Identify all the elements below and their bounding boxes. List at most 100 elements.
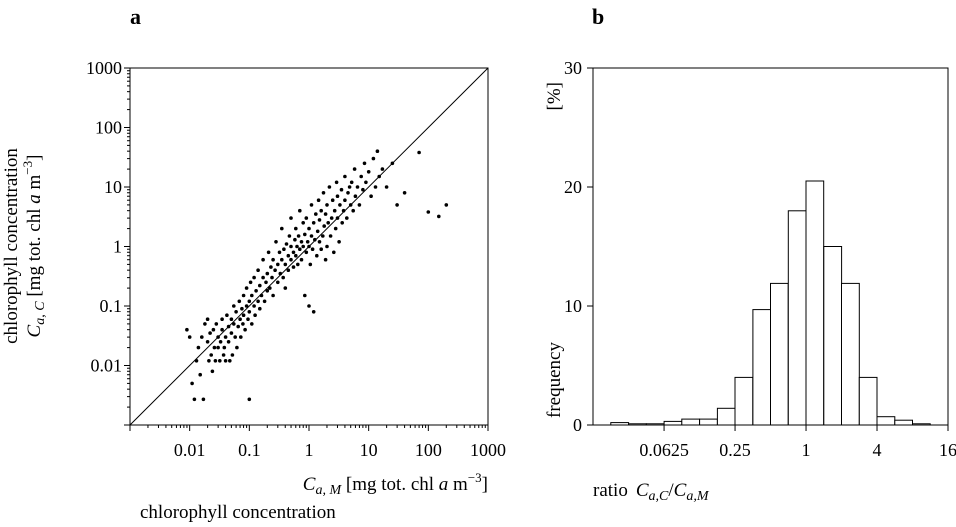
scatter-point (212, 345, 217, 350)
scatter-point (233, 335, 237, 339)
histogram-x-label-slash: / (668, 480, 674, 501)
scatter-point (205, 317, 210, 322)
scatter-point (359, 174, 364, 179)
scatter-point (280, 257, 284, 262)
scatter-point (230, 353, 235, 357)
scatter-point (307, 304, 311, 308)
scatter-point (296, 234, 301, 238)
scatter-point (239, 335, 243, 339)
scatter-point (348, 203, 353, 207)
scatter-y-tick-label: 10 (104, 177, 122, 197)
scatter-point (211, 327, 216, 332)
histogram-bar (663, 420, 683, 426)
scatter-y-label: chlorophyll concentration (1, 148, 22, 344)
scatter-point (298, 208, 302, 213)
scatter-point (256, 268, 260, 273)
scatter-point (319, 247, 324, 251)
scatter-point (280, 226, 284, 231)
scatter-point (228, 359, 232, 363)
scatter-point (240, 306, 244, 311)
scatter-point (289, 216, 293, 220)
scatter-x-tick-label: 1 (305, 440, 314, 460)
scatter-point (223, 335, 228, 339)
scatter-point (395, 203, 399, 207)
scatter-point (371, 156, 376, 161)
scatter-point (325, 203, 329, 207)
scatter-point (250, 322, 254, 326)
scatter-y-label-line2: Ca, C [mg tot. chl a m−3] (20, 155, 48, 338)
scatter-x-tick-label: 1000 (470, 440, 506, 460)
histogram-bar (912, 423, 931, 426)
scatter-point (282, 247, 286, 251)
scatter-point (329, 216, 334, 220)
scatter-point (330, 198, 335, 202)
histogram-y-tick-label: 30 (564, 58, 582, 78)
histogram-x-tick-label: 1 (802, 440, 811, 460)
scatter-point (353, 194, 358, 198)
scatter-point (346, 191, 350, 195)
scatter-y-label-a: a (24, 194, 45, 204)
scatter-point (216, 335, 220, 339)
scatter-point (283, 286, 288, 290)
scatter-point (402, 191, 407, 195)
histogram-x-label: ratio Ca,C/Ca,M (593, 480, 710, 504)
histogram-x-label-den-sub: a,M (686, 489, 710, 504)
scatter-point (307, 244, 311, 249)
scatter-point (341, 208, 346, 213)
histogram-bar (752, 309, 772, 426)
scatter-point (362, 161, 367, 166)
scatter-point (287, 234, 292, 238)
scatter-x-tick-label: 100 (415, 440, 442, 460)
scatter-point (265, 271, 270, 276)
histogram-bar (716, 407, 736, 426)
scatter-point (311, 310, 316, 314)
scatter-y-tick-label: 100 (95, 118, 122, 138)
scatter-point (203, 322, 207, 326)
scatter-point (236, 324, 240, 329)
scatter-point (192, 397, 197, 402)
scatter-point (274, 240, 278, 244)
scatter-x-label-subscript: a, M (315, 483, 342, 498)
scatter-point (319, 208, 324, 213)
scatter-point (299, 240, 304, 244)
scatter-point (299, 257, 304, 262)
histogram-bar (681, 418, 700, 426)
scatter-point (332, 208, 337, 213)
histogram-bar (628, 423, 647, 426)
scatter-ticks: 0.01 0.1 1 10 100 1000 0.01 0.1 1 10 100 1000 (86, 58, 506, 460)
scatter-point (326, 221, 331, 225)
scatter-point (364, 180, 368, 185)
scatter-point (258, 306, 262, 311)
scatter-point (253, 313, 257, 318)
scatter-point (301, 221, 306, 225)
scatter-x-label-unit: m (448, 474, 468, 495)
scatter-point (266, 250, 271, 255)
scatter-x-label-line2: chlorophyll concentration (140, 502, 336, 523)
scatter-point (333, 226, 338, 231)
scatter-point (244, 286, 249, 290)
scatter-point (294, 226, 298, 231)
scatter-point (369, 194, 373, 198)
histogram-y-tick-label: 10 (564, 296, 582, 316)
scatter-point (337, 240, 341, 244)
scatter-point (247, 299, 252, 304)
scatter-point (283, 262, 288, 267)
histogram-x-tick-label: 0.0625 (639, 440, 689, 460)
scatter-point (426, 210, 431, 214)
scatter-point (271, 293, 275, 298)
scatter-point (357, 203, 362, 207)
histogram-x-label-num-sub: a,C (649, 489, 670, 504)
scatter-point (269, 265, 273, 269)
scatter-x-label-close: ] (482, 474, 488, 495)
scatter-point (304, 216, 309, 220)
scatter-point (361, 187, 365, 192)
scatter-y-label-rest: [mg tot. chl (24, 204, 45, 302)
scatter-point (343, 198, 347, 202)
panel-b-letter: b (592, 4, 604, 29)
scatter-point (380, 167, 385, 171)
scatter-point (250, 293, 254, 298)
scatter-point (291, 265, 296, 269)
scatter-point (309, 203, 314, 207)
scatter-point (284, 242, 289, 246)
